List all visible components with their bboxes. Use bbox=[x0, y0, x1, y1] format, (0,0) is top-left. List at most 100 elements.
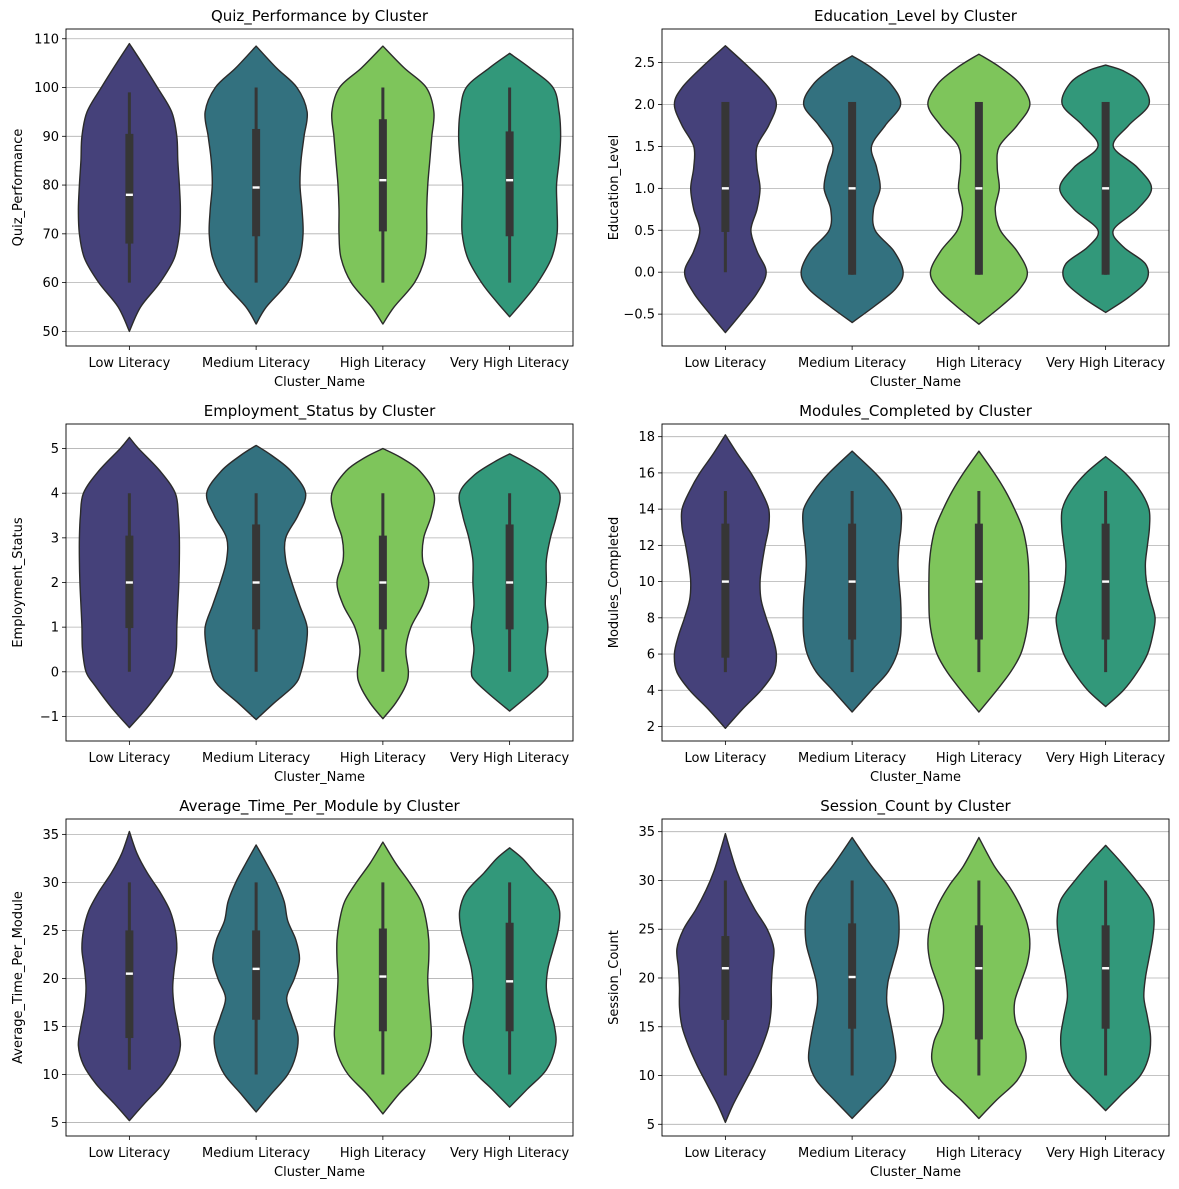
y-tick-label: 3 bbox=[51, 531, 59, 546]
violin-high-literacy bbox=[927, 53, 1031, 325]
median-marker bbox=[506, 581, 514, 584]
y-axis: −0.5 0.0 0.5 1.0 1.5 2.0 2.5 bbox=[623, 56, 662, 323]
y-tick-label: 18 bbox=[638, 430, 655, 445]
y-tick-label: 20 bbox=[42, 972, 59, 987]
y-tick-label: 1.5 bbox=[634, 140, 655, 155]
median-marker bbox=[975, 187, 983, 190]
y-tick-label: 100 bbox=[34, 81, 59, 96]
axes-frame bbox=[65, 423, 574, 742]
x-tick-label: High Literacy bbox=[340, 1146, 426, 1161]
y-tick-label: 35 bbox=[42, 828, 59, 843]
x-axis-label: Cluster_Name bbox=[274, 1165, 365, 1180]
chart-title: Average_Time_Per_Module by Cluster bbox=[179, 797, 460, 816]
subplot-modules-completed: Modules_Completed by Cluster 2 4 6 8 10 12 14 16… bbox=[607, 402, 1170, 785]
y-tick-label: 35 bbox=[638, 825, 655, 840]
y-axis: 2 4 6 8 10 12 14 16 18 bbox=[638, 430, 662, 735]
y-axis-label: Modules_Completed bbox=[607, 517, 622, 648]
y-tick-label: 90 bbox=[42, 130, 59, 145]
violin-very-high-literacy bbox=[458, 453, 561, 712]
violin-high-literacy bbox=[330, 447, 436, 720]
chart-title: Quiz_Performance by Cluster bbox=[211, 7, 429, 26]
chart-title: Education_Level by Cluster bbox=[814, 7, 1018, 26]
subplot-quiz-performance: Quiz_Performance by Cluster 50 60 70 80 90 100… bbox=[11, 7, 574, 390]
y-tick-label: 4 bbox=[647, 684, 655, 699]
violin-medium-literacy bbox=[801, 450, 903, 713]
y-axis: −1 0 1 2 3 4 5 bbox=[40, 442, 66, 725]
median-marker bbox=[379, 975, 387, 978]
violin-medium-literacy bbox=[800, 55, 904, 324]
y-tick-label: 25 bbox=[42, 924, 59, 939]
subplot-education-level: Education_Level by Cluster −0.5 0.0 0.5 1.0 1… bbox=[607, 7, 1170, 390]
violin-low-literacy bbox=[77, 830, 182, 1122]
violin-high-literacy bbox=[330, 45, 435, 325]
iqr-box bbox=[378, 928, 387, 1032]
violin-very-high-literacy bbox=[1059, 64, 1153, 314]
iqr-box bbox=[125, 133, 134, 244]
y-axis: 5 10 15 20 25 30 35 bbox=[42, 828, 66, 1131]
axes-frame bbox=[65, 818, 574, 1137]
x-tick-label: Low Literacy bbox=[684, 1146, 766, 1161]
violin-medium-literacy bbox=[212, 844, 301, 1113]
y-tick-label: 10 bbox=[638, 1069, 655, 1084]
x-tick-label: Low Literacy bbox=[88, 1146, 170, 1161]
y-tick-label: 0.0 bbox=[634, 266, 655, 281]
y-axis-label: Education_Level bbox=[607, 135, 622, 241]
chart-title: Session_Count by Cluster bbox=[820, 797, 1011, 816]
violin-low-literacy bbox=[673, 45, 778, 334]
x-tick-label: High Literacy bbox=[340, 356, 426, 371]
axes-frame bbox=[661, 423, 1170, 742]
x-tick-label: Very High Literacy bbox=[1046, 356, 1165, 371]
y-tick-label: 6 bbox=[647, 648, 655, 663]
violin-high-literacy bbox=[928, 450, 1030, 713]
x-tick-label: Low Literacy bbox=[684, 751, 766, 766]
x-tick-label: Very High Literacy bbox=[450, 356, 569, 371]
x-axis: Low Literacy Medium Literacy High Literacy… bbox=[684, 346, 1166, 371]
y-tick-label: 16 bbox=[638, 466, 655, 481]
median-marker bbox=[379, 178, 387, 182]
y-tick-label: 10 bbox=[42, 1068, 59, 1083]
violin-low-literacy bbox=[676, 832, 775, 1124]
median-marker bbox=[975, 967, 983, 970]
x-axis: Low Literacy Medium Literacy High Literacy… bbox=[88, 346, 570, 371]
x-tick-label: High Literacy bbox=[340, 751, 426, 766]
y-axis-label: Session_Count bbox=[607, 930, 622, 1025]
y-tick-label: 12 bbox=[638, 539, 655, 554]
median-marker bbox=[721, 187, 729, 190]
y-axis-label: Average_Time_Per_Module bbox=[11, 891, 26, 1064]
y-tick-label: 80 bbox=[42, 179, 59, 194]
subplot-grid: Quiz_Performance by Cluster5060708090100… bbox=[11, 7, 1170, 1180]
y-tick-label: 10 bbox=[638, 575, 655, 590]
x-tick-label: Medium Literacy bbox=[798, 751, 907, 766]
x-tick-label: Medium Literacy bbox=[798, 356, 907, 371]
x-tick-label: High Literacy bbox=[936, 1146, 1022, 1161]
axes-frame bbox=[65, 28, 574, 347]
iqr-box bbox=[252, 524, 261, 630]
median-marker bbox=[379, 581, 387, 584]
violin-low-literacy bbox=[77, 42, 182, 333]
y-tick-label: 4 bbox=[51, 487, 59, 502]
iqr-box bbox=[505, 131, 514, 237]
violin-high-literacy bbox=[333, 841, 433, 1115]
iqr-box bbox=[974, 925, 983, 1040]
median-marker bbox=[252, 967, 260, 971]
y-axis-label: Quiz_Performance bbox=[11, 129, 26, 247]
subplot-employment-status: Employment_Status by Cluster −1 0 1 2 3 4 5 Low … bbox=[11, 402, 574, 785]
y-tick-label: 0.5 bbox=[634, 224, 655, 239]
y-tick-label: 20 bbox=[638, 971, 655, 986]
x-tick-label: Very High Literacy bbox=[450, 1146, 569, 1161]
y-axis: 5 10 15 20 25 30 35 bbox=[638, 825, 662, 1133]
y-tick-label: 8 bbox=[647, 611, 655, 626]
x-tick-label: Low Literacy bbox=[88, 356, 170, 371]
x-tick-label: Very High Literacy bbox=[450, 751, 569, 766]
violin-low-literacy bbox=[78, 436, 181, 729]
chart-title: Employment_Status by Cluster bbox=[204, 402, 436, 421]
axes-frame bbox=[661, 818, 1170, 1137]
y-tick-label: 60 bbox=[42, 276, 59, 291]
x-tick-label: High Literacy bbox=[936, 751, 1022, 766]
subplot-average-time-per-module: Average_Time_Per_Module by Cluster 5 10 15 2… bbox=[11, 797, 574, 1180]
x-axis-label: Cluster_Name bbox=[274, 375, 365, 390]
x-axis: Low Literacy Medium Literacy High Literacy… bbox=[88, 1136, 570, 1161]
y-tick-label: 2.0 bbox=[634, 98, 655, 113]
violin-very-high-literacy bbox=[457, 52, 562, 318]
median-marker bbox=[848, 580, 856, 583]
